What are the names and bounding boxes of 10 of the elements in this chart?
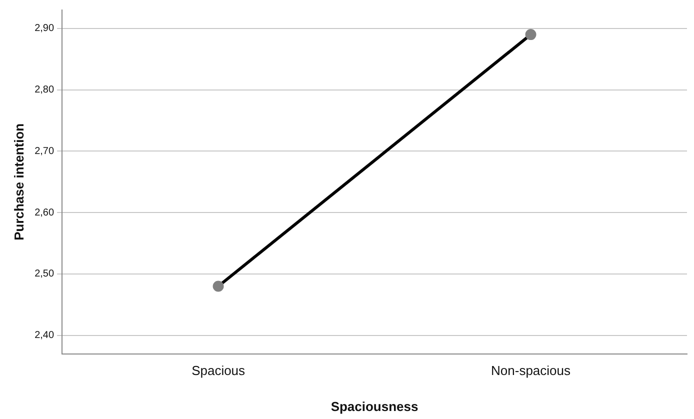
- y-tick-label: 2,90: [34, 23, 54, 34]
- y-tick-label: 2,80: [34, 84, 54, 96]
- y-tick-label: 2,50: [34, 268, 54, 280]
- y-tick-label: 2,40: [34, 330, 54, 342]
- x-tick-label: Non-spacious: [491, 363, 571, 378]
- y-axis-title: Purchase intention: [11, 123, 26, 240]
- y-tick-label: 2,70: [34, 146, 54, 157]
- y-tick-label: 2,60: [34, 207, 54, 218]
- x-axis-title: Spaciousness: [330, 398, 418, 414]
- x-tick-label: Spacious: [192, 363, 246, 378]
